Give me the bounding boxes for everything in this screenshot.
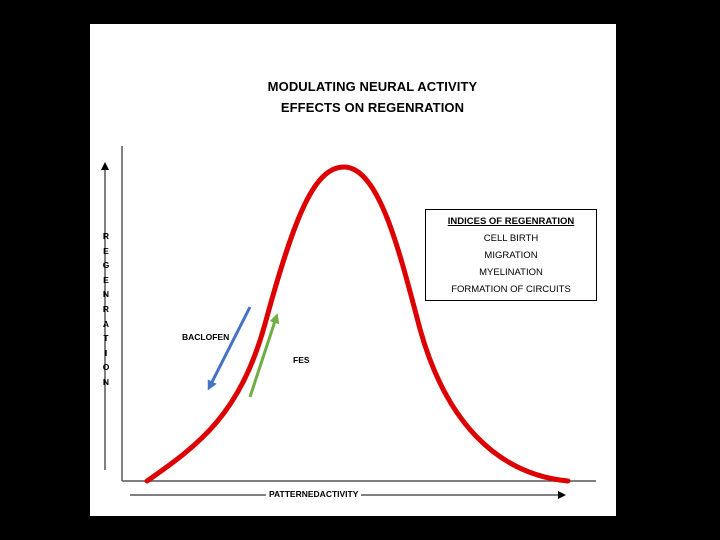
regeneration-curve — [144, 164, 571, 484]
y-axis-letter: R — [102, 303, 110, 314]
y-axis-letter: E — [103, 274, 109, 285]
legend-item: MIGRATION — [484, 250, 538, 261]
y-axis-letter: N — [102, 376, 110, 387]
y-axis-letter: A — [102, 318, 110, 329]
slide-canvas: MODULATING NEURAL ACTIVITY EFFECTS ON RE… — [90, 24, 616, 516]
legend-item: CELL BIRTH — [483, 233, 539, 244]
baclofen-label: BACLOFEN — [182, 332, 230, 342]
legend-item: FORMATION OF CIRCUITS — [451, 284, 571, 295]
y-axis-letter: O — [102, 362, 110, 373]
y-axis-letter: R — [102, 231, 110, 241]
diagram-title: MODULATING NEURAL ACTIVITY EFFECTS ON RE… — [90, 76, 680, 118]
y-axis-letter: N — [102, 289, 110, 300]
y-axis-letter: T — [103, 333, 109, 344]
diagram-svg — [101, 146, 596, 499]
baclofen-arrow — [207, 306, 252, 391]
fes-arrow — [248, 313, 280, 398]
title-line-1: MODULATING NEURAL ACTIVITY — [267, 79, 478, 94]
y-axis-letter: I — [104, 347, 108, 358]
title-line-2: EFFECTS ON REGENRATION — [280, 100, 465, 115]
y-axis-letter: E — [103, 245, 109, 256]
x-axis-label: PATTERNEDACTIVITY — [266, 489, 362, 499]
legend-heading: INDICES OF REGENRATION — [447, 216, 575, 227]
fes-label: FES — [293, 355, 310, 365]
y-axis-letter: G — [102, 260, 110, 271]
y-axis-label: R E G E N R A T I O N — [100, 229, 112, 390]
indices-legend-box: INDICES OF REGENRATION CELL BIRTH MIGRAT… — [425, 209, 597, 301]
legend-item: MYELINATION — [479, 267, 543, 278]
